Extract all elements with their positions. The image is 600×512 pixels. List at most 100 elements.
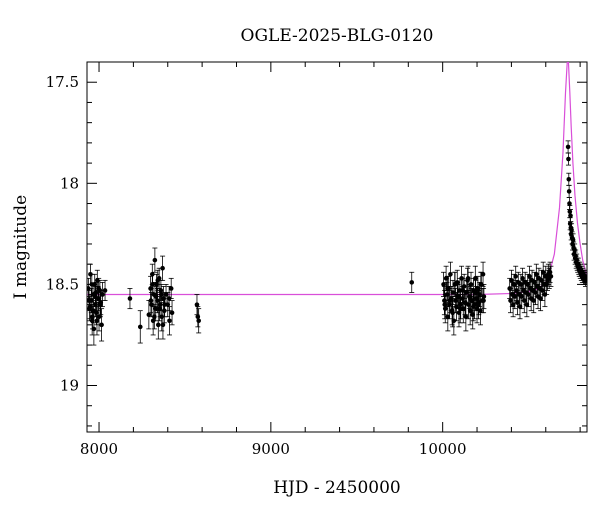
point-marker — [99, 322, 104, 328]
point-marker — [447, 298, 453, 303]
data-point — [92, 286, 98, 308]
point-marker — [538, 296, 543, 301]
point-marker — [450, 310, 455, 316]
point-marker — [102, 288, 108, 293]
data-point — [94, 306, 100, 336]
data-point — [146, 300, 152, 330]
data-point — [441, 271, 447, 297]
point-marker — [569, 227, 574, 233]
point-marker — [98, 302, 103, 307]
data-point — [155, 269, 161, 291]
point-marker — [194, 302, 200, 307]
data-point — [442, 290, 448, 320]
point-marker — [87, 298, 92, 303]
point-marker — [94, 318, 100, 324]
point-marker — [196, 318, 201, 324]
point-marker — [127, 296, 133, 301]
point-marker — [457, 306, 463, 311]
point-marker — [156, 322, 161, 328]
point-marker — [583, 276, 587, 281]
point-marker — [96, 286, 101, 291]
point-marker — [195, 314, 201, 320]
point-marker — [566, 176, 572, 182]
data-point — [102, 279, 108, 301]
point-marker — [566, 156, 571, 162]
point-marker — [520, 276, 525, 281]
point-marker — [167, 318, 172, 324]
point-marker — [450, 290, 456, 295]
data-point — [452, 271, 458, 297]
point-marker — [527, 274, 532, 279]
point-marker — [90, 314, 95, 320]
point-marker — [93, 290, 99, 295]
point-marker — [548, 274, 554, 279]
data-point — [565, 152, 571, 166]
point-marker — [568, 213, 573, 218]
data-point — [195, 306, 201, 328]
chart-title: OGLE-2025-BLG-0120 — [241, 26, 434, 46]
y-tick-label: 18 — [60, 174, 79, 192]
point-marker — [533, 290, 538, 295]
x-axis: 8000 9000 10000 — [80, 62, 581, 458]
point-marker — [521, 298, 527, 303]
point-marker — [169, 310, 175, 316]
y-tick-label: 18.5 — [46, 275, 79, 293]
data-point — [548, 265, 554, 287]
point-marker — [540, 288, 545, 293]
point-marker — [565, 144, 571, 150]
data-point — [150, 273, 156, 295]
point-marker — [470, 304, 476, 309]
data-point — [481, 288, 487, 314]
x-tick-label: 9000 — [252, 440, 290, 458]
point-marker — [149, 302, 154, 307]
data-point — [166, 306, 172, 336]
point-marker — [478, 308, 483, 313]
point-marker — [160, 265, 165, 271]
point-marker — [473, 290, 478, 295]
data-point — [87, 290, 92, 312]
point-marker — [441, 282, 446, 287]
data-point — [477, 296, 483, 326]
data-point — [97, 292, 103, 318]
data-point — [89, 273, 95, 295]
data-point — [508, 269, 514, 291]
point-marker — [461, 284, 467, 289]
point-marker — [155, 278, 161, 283]
point-marker — [463, 314, 469, 320]
point-marker — [168, 286, 174, 291]
point-marker — [87, 304, 93, 309]
point-marker — [513, 274, 518, 279]
point-marker — [468, 296, 473, 301]
point-marker — [475, 286, 481, 291]
point-marker — [512, 294, 518, 299]
point-marker — [470, 312, 476, 318]
point-marker — [146, 312, 152, 318]
point-marker — [445, 314, 451, 320]
point-marker — [455, 294, 461, 299]
point-marker — [517, 304, 523, 309]
y-axis: 17.5 18 18.5 19 — [46, 61, 587, 427]
data-point — [151, 304, 157, 330]
data-point — [508, 288, 514, 314]
point-marker — [526, 292, 531, 297]
point-marker — [515, 300, 520, 305]
point-marker — [444, 292, 450, 297]
point-marker — [137, 324, 143, 330]
point-marker — [567, 201, 572, 206]
model-curve — [87, 62, 587, 296]
point-marker — [442, 306, 448, 311]
point-marker — [524, 302, 530, 307]
data-point — [478, 271, 484, 297]
x-tick-label: 10000 — [419, 440, 467, 458]
point-marker — [508, 298, 513, 303]
data-point — [524, 292, 530, 318]
point-marker — [157, 306, 162, 311]
point-marker — [480, 271, 486, 277]
point-marker — [509, 278, 514, 283]
data-point — [127, 288, 133, 310]
data-point — [566, 184, 572, 198]
point-marker — [166, 296, 172, 301]
data-point — [473, 279, 479, 306]
data-point — [450, 298, 456, 328]
data-point — [520, 267, 526, 289]
